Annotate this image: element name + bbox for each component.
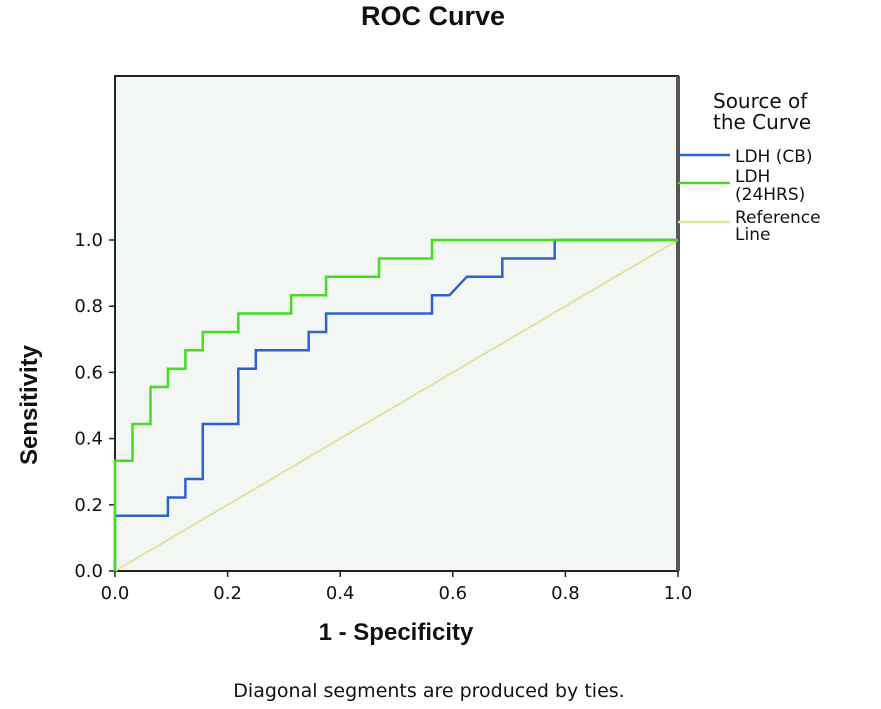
- legend-label: Line: [735, 225, 770, 245]
- footnote: Diagonal segments are produced by ties.: [233, 680, 624, 702]
- y-axis: 0.0 0.2 0.4 0.6 0.8 1.0: [74, 230, 115, 582]
- x-tick-label: 0.6: [438, 583, 467, 604]
- legend-label: LDH: [735, 167, 770, 187]
- y-tick-label: 0.2: [74, 495, 103, 516]
- legend-label: Reference: [735, 208, 821, 228]
- y-tick-label: 0.8: [74, 296, 103, 317]
- series-line-2: [114, 239, 679, 572]
- series-layer: [113, 238, 679, 572]
- y-tick-label: 0.0: [74, 561, 103, 582]
- y-tick-label: 0.6: [74, 362, 103, 383]
- legend-title-line: the Curve: [713, 110, 811, 134]
- x-tick-label: 0.0: [101, 583, 130, 604]
- x-tick-label: 0.4: [326, 583, 355, 604]
- legend-label: (24HRS): [735, 185, 805, 205]
- series-line-1: [113, 238, 678, 571]
- x-tick-label: 0.8: [551, 583, 580, 604]
- y-tick-label: 1.0: [74, 230, 103, 251]
- chart-title: ROC Curve: [361, 1, 505, 31]
- legend-label: LDH (CB): [735, 147, 813, 167]
- x-tick-label: 1.0: [664, 583, 693, 604]
- y-tick-label: 0.4: [74, 429, 103, 450]
- x-axis-title: 1 - Specificity: [319, 619, 474, 646]
- plot-area: [114, 75, 679, 572]
- y-axis-title: Sensitivity: [16, 344, 43, 465]
- x-axis: 0.0 0.2 0.4 0.6 0.8 1.0: [101, 571, 693, 604]
- series-line-0: [113, 238, 678, 571]
- legend-title-line: Source of: [713, 89, 808, 113]
- x-tick-label: 0.2: [213, 583, 242, 604]
